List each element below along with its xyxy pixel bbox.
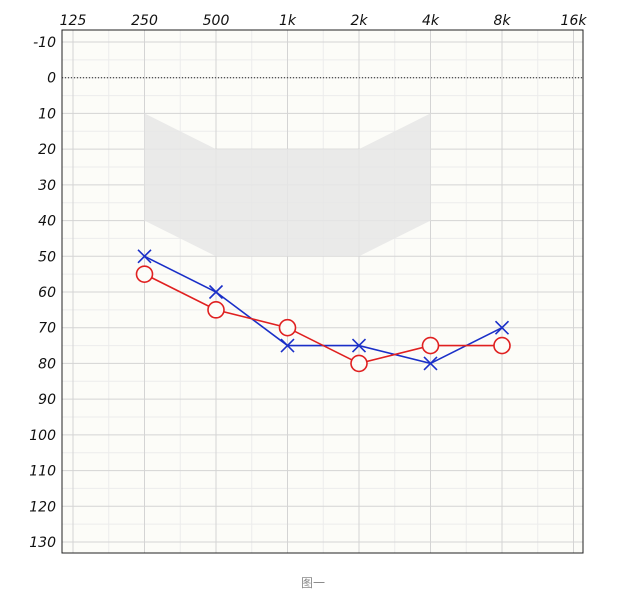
x-marker [494, 320, 510, 335]
x-marker-stroke [137, 249, 152, 264]
x-tick-label: 16k [561, 13, 588, 29]
x-tick-label: 125 [60, 13, 87, 29]
y-tick-label: 50 [38, 249, 56, 265]
y-tick-label: 70 [38, 321, 56, 337]
x-marker [280, 338, 295, 353]
shaded-area-group [144, 113, 431, 257]
y-tick-label: 40 [38, 214, 56, 230]
series-circle-markers [135, 265, 511, 373]
series-line [144, 273, 502, 365]
circle-marker [493, 336, 511, 355]
series-group [135, 249, 511, 373]
circle-marker [421, 336, 440, 355]
y-tick-label: 30 [38, 178, 56, 194]
x-marker-stroke [351, 338, 367, 353]
shaded-region [144, 113, 431, 257]
y-tick-label: 60 [38, 285, 56, 301]
x-marker-stroke [494, 320, 510, 335]
x-marker-stroke [208, 284, 224, 300]
y-tick-label: 10 [38, 106, 56, 122]
x-marker-stroke [423, 356, 438, 371]
circle-marker [350, 354, 368, 373]
y-tick-label: 100 [29, 428, 56, 444]
y-tick-label: 110 [29, 464, 56, 480]
x-tick-label: 8k [493, 13, 511, 29]
circle-marker [135, 265, 154, 283]
x-marker [423, 356, 438, 371]
audiogram-chart: 125 250 500 1k 2k 4k 8k 16k -10 0 10 20 30 40 50 60 70 8… [29, 13, 588, 554]
y-tick-label: 90 [38, 392, 56, 408]
x-tick-labels: 125 250 500 1k 2k 4k 8k 16k [60, 13, 588, 29]
y-tick-label: -10 [33, 35, 56, 51]
audiogram-svg: 125 250 500 1k 2k 4k 8k 16k -10 0 10 20 30 40 50 60 70 8… [29, 13, 588, 554]
x-marker-stroke [280, 338, 295, 353]
x-marker [208, 284, 224, 300]
y-tick-labels: -10 0 10 20 30 40 50 60 70 80 90 100 110 120 130 [29, 35, 56, 551]
y-tick-label: 20 [38, 142, 56, 158]
figure-caption: 图一 [300, 576, 325, 590]
major-grid [62, 30, 583, 553]
x-tick-label: 1k [279, 13, 297, 29]
circle-marker [207, 301, 225, 319]
x-tick-label: 2k [350, 13, 368, 29]
x-marker [351, 338, 367, 353]
x-tick-label: 500 [203, 13, 230, 29]
y-tick-label: 80 [38, 356, 56, 372]
x-tick-label: 4k [422, 13, 440, 29]
y-tick-label: 130 [29, 535, 56, 551]
plot-frame [61, 29, 584, 554]
x-tick-label: 250 [131, 13, 158, 29]
y-tick-label: 0 [47, 71, 56, 87]
y-tick-label: 120 [29, 499, 56, 515]
circle-marker [278, 318, 297, 337]
x-marker [137, 249, 152, 264]
